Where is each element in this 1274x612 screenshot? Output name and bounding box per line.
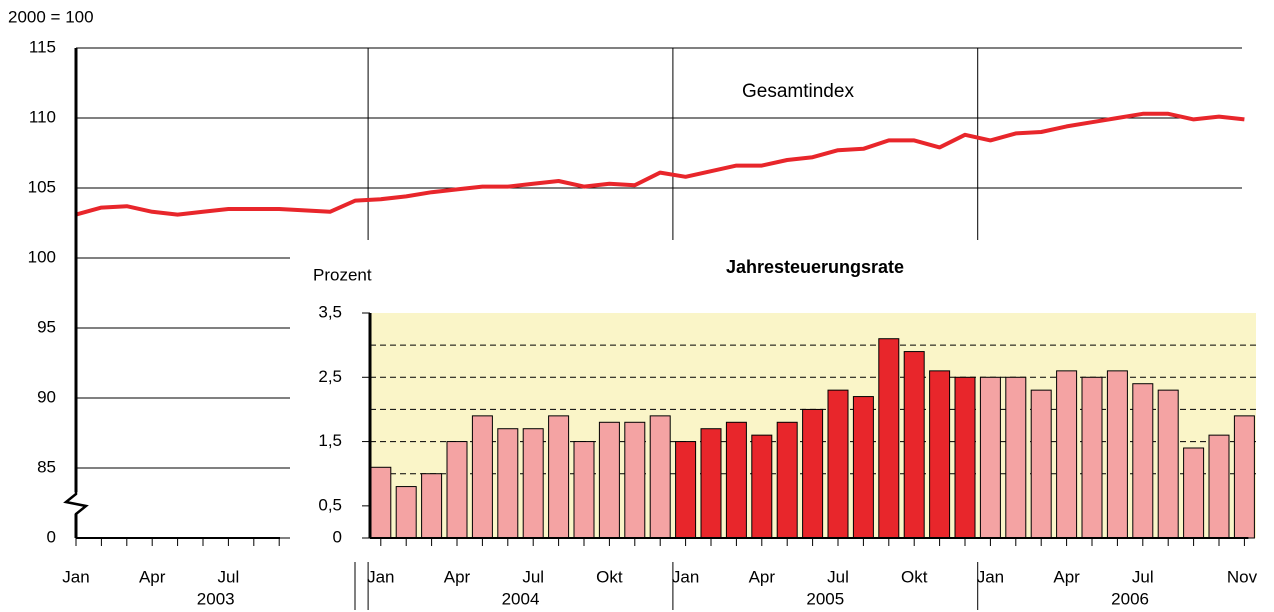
bar — [1081, 376, 1103, 539]
month-label: Jul — [827, 567, 849, 586]
bar — [1030, 389, 1052, 539]
bar — [903, 351, 925, 539]
bar — [421, 473, 443, 539]
bar — [497, 428, 519, 539]
y-tick-label: 110 — [29, 107, 56, 126]
month-label: Okt — [596, 567, 623, 586]
bar — [1208, 434, 1230, 539]
bar — [929, 370, 951, 539]
bar — [827, 389, 849, 539]
bar — [776, 421, 798, 539]
y-tick-label: 90 — [37, 387, 56, 406]
y-tick-label: 100 — [28, 247, 56, 266]
bar — [1005, 376, 1027, 539]
bar — [1233, 415, 1255, 539]
chart-title: Jahresteuerungsrate — [726, 257, 904, 277]
y-tick-label: 1,5 — [318, 431, 342, 450]
bar — [446, 441, 468, 539]
bar — [979, 376, 1001, 539]
bar — [852, 396, 874, 539]
bar — [675, 441, 697, 539]
line-series — [75, 111, 1245, 217]
y-tick-label: 95 — [37, 317, 56, 336]
month-label: Jan — [367, 567, 394, 586]
bar — [649, 415, 671, 539]
month-label: Jan — [672, 567, 699, 586]
month-label: Okt — [901, 567, 928, 586]
bar — [370, 466, 392, 539]
bar — [548, 415, 570, 539]
bar — [1132, 383, 1154, 539]
bar — [598, 421, 620, 539]
bar — [802, 408, 824, 539]
bar — [751, 434, 773, 539]
y-tick-label: 2,5 — [318, 367, 342, 386]
month-label: Apr — [1053, 567, 1080, 586]
bar — [522, 428, 544, 539]
month-label: Jul — [218, 567, 240, 586]
bar — [1183, 447, 1205, 539]
y-tick-label: 0 — [47, 527, 56, 546]
y-tick-label: 3,5 — [318, 302, 342, 321]
bar — [471, 415, 493, 539]
y-axis-label: 2000 = 100 — [8, 7, 94, 26]
bar — [1056, 370, 1078, 539]
y-tick-label: 105 — [28, 177, 56, 196]
bar — [1157, 389, 1179, 539]
y-tick-label: 115 — [29, 37, 56, 56]
y-tick-label: 0,5 — [318, 495, 342, 514]
annotation: Gesamtindex — [742, 81, 854, 102]
bar — [395, 486, 417, 539]
month-label: Nov — [1227, 567, 1258, 586]
y-axis-label: Prozent — [313, 265, 372, 284]
bar — [954, 376, 976, 539]
month-label: Apr — [139, 567, 166, 586]
year-label: 2004 — [502, 589, 540, 608]
bar — [573, 441, 595, 539]
bar — [700, 428, 722, 539]
month-label: Jul — [522, 567, 544, 586]
year-label: 2003 — [197, 589, 235, 608]
month-label: Apr — [444, 567, 471, 586]
bar — [878, 338, 900, 539]
month-label: Jul — [1132, 567, 1154, 586]
month-label: Apr — [749, 567, 776, 586]
y-tick-label: 0 — [333, 527, 342, 546]
year-label: 2006 — [1111, 589, 1149, 608]
y-tick-label: 85 — [37, 457, 56, 476]
bar — [725, 421, 747, 539]
year-label: 2005 — [806, 589, 844, 608]
axis-break — [63, 490, 89, 518]
bar — [1106, 370, 1128, 539]
bar — [624, 421, 646, 539]
month-label: Jan — [977, 567, 1004, 586]
month-label: Jan — [62, 567, 89, 586]
